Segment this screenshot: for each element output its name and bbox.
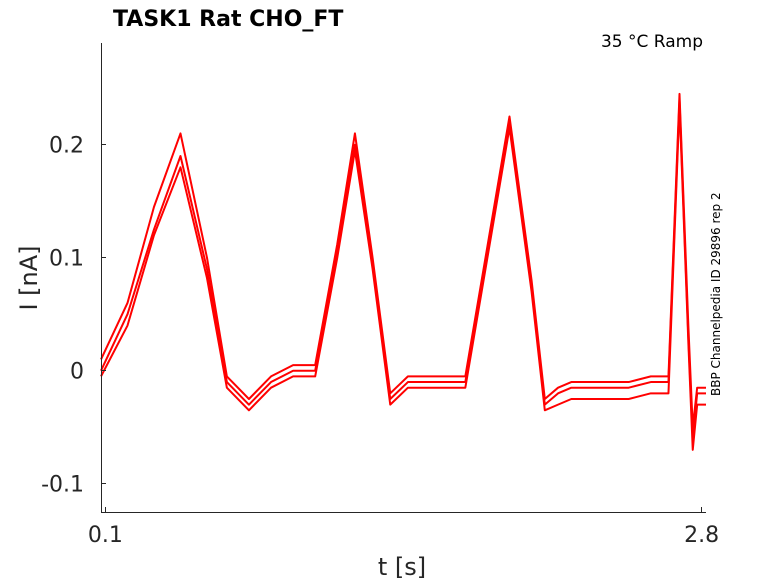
series-group (100, 92, 706, 451)
y-tick-group: -0.1 0 0.1 0.2 (41, 134, 106, 498)
current-trace-1 (100, 98, 706, 440)
chart-title: TASK1 Rat CHO_FT (113, 7, 343, 32)
y-tick-label: 0 (70, 360, 84, 385)
y-tick-label: -0.1 (41, 473, 84, 498)
channelpedia-id-label: BBP Channelpedia ID 29896 rep 2 (709, 192, 723, 396)
y-axis-label: I [nA] (15, 245, 43, 310)
x-tick-label: 2.8 (684, 523, 719, 548)
y-tick-label: 0.2 (49, 134, 84, 159)
current-trace-2 (100, 92, 706, 429)
x-tick-group: 0.1 2.8 (88, 507, 719, 548)
x-axis-label: t [s] (378, 553, 426, 581)
x-tick-label: 0.1 (88, 523, 123, 548)
y-tick-label: 0.1 (49, 247, 84, 272)
condition-annotation: 35 °C Ramp (601, 32, 703, 52)
current-trace-3 (100, 104, 706, 451)
